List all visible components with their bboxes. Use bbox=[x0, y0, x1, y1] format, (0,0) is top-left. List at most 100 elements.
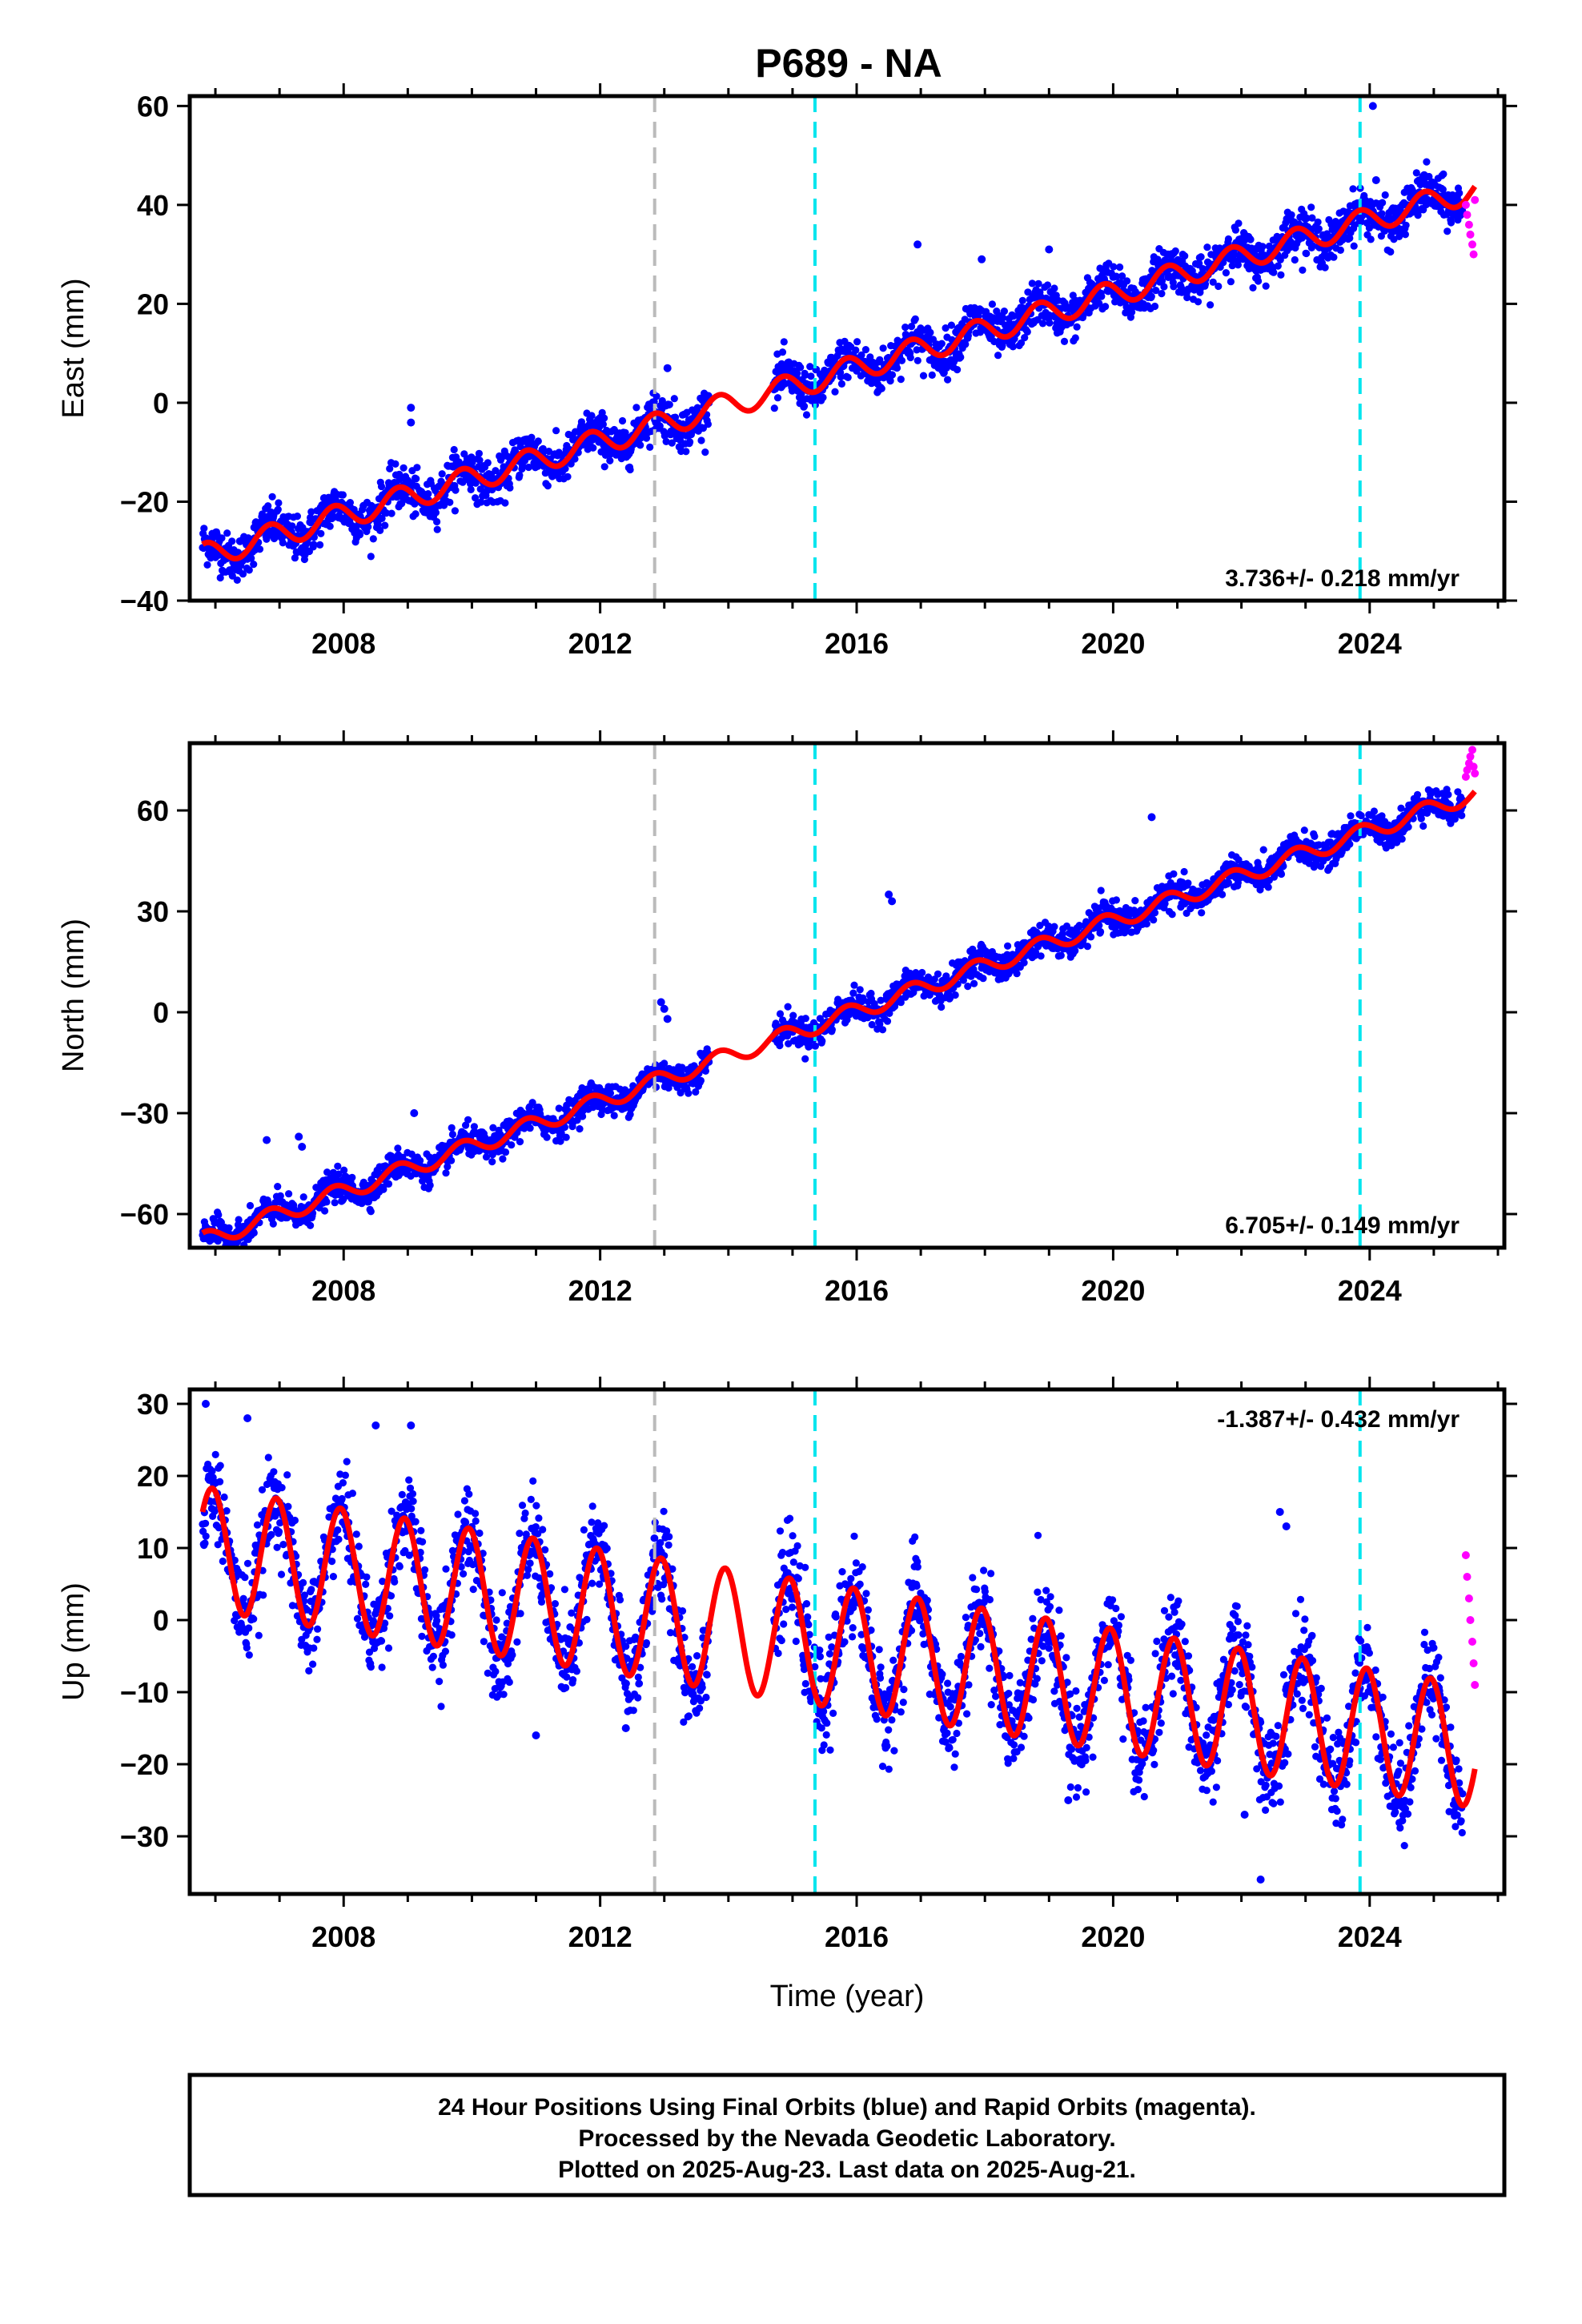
final-orbit-point bbox=[339, 491, 347, 499]
final-orbit-point bbox=[600, 414, 608, 422]
final-orbit-point bbox=[1397, 804, 1405, 812]
final-orbit-point bbox=[800, 402, 809, 410]
final-orbit-point bbox=[317, 529, 325, 537]
final-orbit-point bbox=[386, 464, 394, 472]
final-orbit-point bbox=[1277, 870, 1286, 879]
final-orbit-point bbox=[348, 1173, 356, 1181]
final-orbit-point bbox=[293, 513, 301, 521]
final-orbit-point bbox=[1443, 227, 1452, 235]
final-orbit-point bbox=[876, 356, 884, 364]
outlier-point bbox=[663, 364, 672, 372]
final-orbit-point bbox=[606, 456, 614, 464]
final-orbit-point bbox=[1043, 281, 1052, 289]
final-orbit-point bbox=[906, 353, 914, 362]
final-orbit-point bbox=[288, 522, 296, 530]
final-orbit-point bbox=[773, 394, 782, 402]
final-orbit-point bbox=[1303, 249, 1311, 258]
final-orbit-point bbox=[264, 502, 272, 510]
final-orbit-point bbox=[988, 300, 996, 308]
final-orbit-point bbox=[451, 507, 460, 515]
final-orbit-point bbox=[561, 464, 569, 472]
y-tick-label: −20 bbox=[120, 485, 169, 518]
final-orbit-point bbox=[1118, 272, 1126, 280]
final-orbit-point bbox=[670, 395, 678, 403]
final-orbit-point bbox=[938, 1003, 946, 1011]
final-orbit-point bbox=[544, 482, 552, 490]
final-orbit-point bbox=[268, 493, 276, 501]
final-orbit-point bbox=[780, 338, 788, 346]
final-orbit-point bbox=[1209, 278, 1217, 286]
final-orbit-point bbox=[883, 1017, 892, 1025]
final-orbit-point bbox=[1215, 282, 1223, 291]
final-orbit-point bbox=[378, 514, 386, 523]
final-orbit-point bbox=[685, 1089, 693, 1097]
final-orbit-point bbox=[1087, 933, 1095, 941]
final-orbit-point bbox=[897, 356, 906, 364]
x-tick-label: 2024 bbox=[1338, 627, 1402, 660]
final-orbit-point bbox=[346, 499, 354, 507]
final-orbit-point bbox=[331, 1199, 339, 1207]
final-orbit-point bbox=[942, 324, 950, 332]
final-orbit-point bbox=[1277, 271, 1285, 279]
final-orbit-point bbox=[215, 1211, 223, 1219]
outlier-point bbox=[1371, 176, 1380, 184]
final-orbit-point bbox=[1150, 302, 1159, 311]
final-orbit-point bbox=[499, 1155, 507, 1163]
final-orbit-point bbox=[1194, 298, 1203, 306]
final-orbit-point bbox=[1346, 840, 1354, 848]
final-orbit-point bbox=[1000, 308, 1008, 316]
final-orbit-point bbox=[470, 1123, 479, 1131]
final-orbit-point bbox=[528, 433, 536, 441]
final-orbit-point bbox=[391, 460, 400, 468]
final-orbit-point bbox=[1168, 911, 1176, 919]
final-orbit-point bbox=[1423, 158, 1431, 166]
final-orbit-point bbox=[1456, 189, 1464, 197]
final-orbit-point bbox=[476, 456, 484, 464]
final-orbit-point bbox=[879, 344, 887, 352]
final-orbit-point bbox=[1299, 266, 1307, 274]
final-orbit-point bbox=[662, 437, 670, 446]
final-orbit-point bbox=[802, 411, 811, 419]
final-orbit-point bbox=[1017, 339, 1026, 347]
y-tick-label: 40 bbox=[137, 189, 169, 222]
final-orbit-point bbox=[1439, 170, 1447, 178]
final-orbit-point bbox=[526, 1124, 534, 1132]
final-orbit-point bbox=[911, 315, 919, 323]
final-orbit-point bbox=[1387, 247, 1395, 256]
final-orbit-point bbox=[1095, 300, 1103, 308]
outlier-point bbox=[1368, 102, 1377, 111]
final-orbit-point bbox=[552, 427, 560, 435]
final-orbit-point bbox=[1060, 337, 1069, 345]
final-orbit-point bbox=[398, 500, 406, 508]
final-orbit-point bbox=[506, 484, 514, 492]
final-orbit-point bbox=[1419, 822, 1427, 830]
final-orbit-point bbox=[1336, 246, 1344, 254]
final-orbit-point bbox=[954, 366, 962, 374]
final-orbit-point bbox=[807, 372, 815, 380]
final-orbit-point bbox=[1412, 169, 1420, 177]
y-tick-label: 20 bbox=[137, 287, 169, 320]
final-orbit-point bbox=[1300, 826, 1308, 834]
x-tick-label: 2008 bbox=[311, 627, 375, 660]
final-orbit-point bbox=[1098, 292, 1106, 300]
final-orbit-point bbox=[1018, 296, 1026, 304]
final-orbit-point bbox=[1158, 290, 1166, 298]
final-orbit-point bbox=[426, 1181, 434, 1189]
final-orbit-point bbox=[367, 553, 375, 561]
final-orbit-point bbox=[448, 1156, 456, 1164]
final-orbit-point bbox=[1147, 292, 1155, 300]
final-orbit-point bbox=[671, 413, 680, 421]
final-orbit-point bbox=[951, 991, 959, 999]
final-orbit-point bbox=[704, 420, 713, 428]
final-orbit-point bbox=[1037, 952, 1045, 960]
final-orbit-point bbox=[377, 482, 386, 491]
final-orbit-point bbox=[901, 324, 909, 332]
final-orbit-point bbox=[606, 1089, 615, 1097]
final-orbit-point bbox=[1291, 255, 1299, 264]
final-orbit-point bbox=[432, 509, 440, 517]
final-orbit-point bbox=[828, 1026, 836, 1034]
final-orbit-point bbox=[811, 1042, 820, 1050]
final-orbit-point bbox=[448, 1130, 457, 1139]
